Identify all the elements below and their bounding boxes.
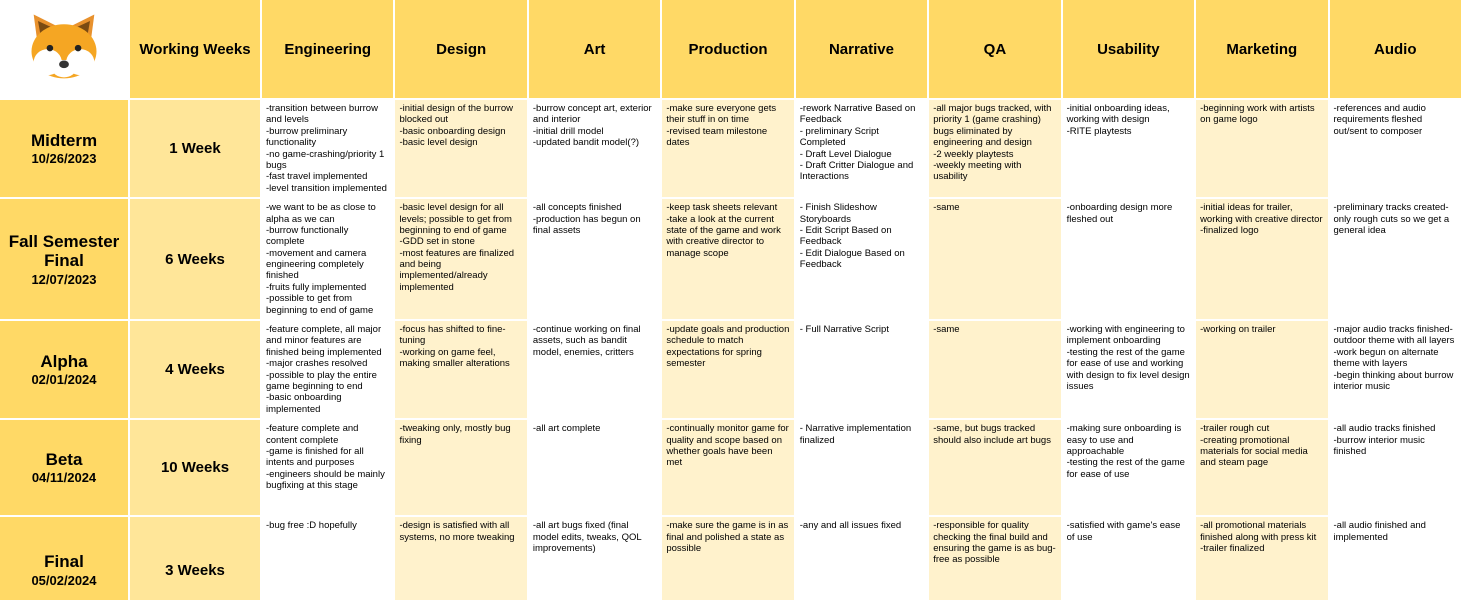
- cell-midterm-qa: -all major bugs tracked, with priority 1…: [929, 100, 1063, 200]
- cell-midterm-usability: -initial onboarding ideas, working with …: [1062, 100, 1197, 200]
- cell-final-production: -make sure the game is in as final and p…: [662, 517, 796, 600]
- row-final: Final 05/02/2024 3 Weeks -bug free :D ho…: [0, 517, 1463, 600]
- milestone-label-final: Final 05/02/2024: [0, 517, 130, 600]
- row-alpha: Alpha 02/01/2024 4 Weeks -feature comple…: [0, 321, 1463, 421]
- row-midterm: Midterm 10/26/2023 1 Week -transition be…: [0, 100, 1463, 200]
- working-weeks-alpha: 4 Weeks: [130, 321, 262, 421]
- cell-alpha-production: -update goals and production schedule to…: [662, 321, 796, 421]
- column-header-production: Production: [662, 0, 796, 100]
- cell-fall-qa: -same: [929, 199, 1063, 322]
- cell-fall-marketing: -initial ideas for trailer, working with…: [1196, 199, 1330, 322]
- cell-final-engineering: -bug free :D hopefully: [262, 517, 396, 600]
- cell-final-narrative: -any and all issues fixed: [795, 517, 930, 600]
- milestone-label-midterm: Midterm 10/26/2023: [0, 100, 130, 200]
- cell-midterm-engineering: -transition between burrow and levels -b…: [262, 100, 396, 200]
- milestone-label-alpha: Alpha 02/01/2024: [0, 321, 130, 421]
- column-header-design: Design: [395, 0, 529, 100]
- working-weeks-beta: 10 Weeks: [130, 420, 262, 518]
- cell-beta-marketing: -trailer rough cut -creating promotional…: [1196, 420, 1330, 518]
- column-header-working-weeks: Working Weeks: [130, 0, 262, 100]
- cell-fall-production: -keep task sheets relevant -take a look …: [662, 199, 796, 322]
- cell-alpha-design: -focus has shifted to fine-tuning -worki…: [395, 321, 529, 421]
- cell-beta-usability: -making sure onboarding is easy to use a…: [1062, 420, 1197, 518]
- working-weeks-fall-semester-final: 6 Weeks: [130, 199, 262, 322]
- cell-alpha-qa: -same: [929, 321, 1063, 421]
- cell-beta-audio: -all audio tracks finished -burrow inter…: [1329, 420, 1463, 518]
- cell-beta-qa: -same, but bugs tracked should also incl…: [929, 420, 1063, 518]
- cell-beta-production: -continually monitor game for quality an…: [662, 420, 796, 518]
- cell-fall-narrative: - Finish Slideshow Storyboards - Edit Sc…: [795, 199, 930, 322]
- row-beta: Beta 04/11/2024 10 Weeks -feature comple…: [0, 420, 1463, 518]
- column-header-audio: Audio: [1329, 0, 1463, 100]
- working-weeks-midterm: 1 Week: [130, 100, 262, 200]
- milestone-name: Beta: [45, 449, 83, 469]
- cell-alpha-art: -continue working on final assets, such …: [528, 321, 663, 421]
- cell-alpha-narrative: - Full Narrative Script: [795, 321, 930, 421]
- cell-final-art: -all art bugs fixed (final model edits, …: [528, 517, 663, 600]
- cell-alpha-audio: -major audio tracks finished- outdoor th…: [1329, 321, 1463, 421]
- cell-final-audio: -all audio finished and implemented: [1329, 517, 1463, 600]
- column-header-art: Art: [528, 0, 663, 100]
- cell-final-design: -design is satisfied with all systems, n…: [395, 517, 529, 600]
- milestone-name: Fall Semester Final: [8, 231, 120, 271]
- column-header-engineering: Engineering: [262, 0, 396, 100]
- cell-beta-narrative: - Narrative implementation finalized: [795, 420, 930, 518]
- column-header-usability: Usability: [1062, 0, 1197, 100]
- cell-midterm-marketing: -beginning work with artists on game log…: [1196, 100, 1330, 200]
- cell-midterm-narrative: -rework Narrative Based on Feedback - pr…: [795, 100, 930, 200]
- milestone-label-beta: Beta 04/11/2024: [0, 420, 130, 518]
- cell-beta-engineering: -feature complete and content complete -…: [262, 420, 396, 518]
- column-header-narrative: Narrative: [795, 0, 930, 100]
- cell-midterm-production: -make sure everyone gets their stuff in …: [662, 100, 796, 200]
- cell-beta-design: -tweaking only, mostly bug fixing: [395, 420, 529, 518]
- cell-final-marketing: -all promotional materials finished alon…: [1196, 517, 1330, 600]
- column-header-marketing: Marketing: [1196, 0, 1330, 100]
- logo-cell: [0, 0, 130, 100]
- milestone-date: 04/11/2024: [31, 470, 97, 486]
- row-fall-semester-final: Fall Semester Final 12/07/2023 6 Weeks -…: [0, 199, 1463, 322]
- cell-midterm-art: -burrow concept art, exterior and interi…: [528, 100, 663, 200]
- working-weeks-final: 3 Weeks: [130, 517, 262, 600]
- cell-fall-art: -all concepts finished -production has b…: [528, 199, 663, 322]
- cell-alpha-usability: -working with engineering to implement o…: [1062, 321, 1197, 421]
- milestone-date: 02/01/2024: [31, 372, 97, 388]
- milestone-date: 10/26/2023: [31, 151, 97, 167]
- cell-final-qa: -responsible for quality checking the fi…: [929, 517, 1063, 600]
- cell-midterm-audio: -references and audio requirements flesh…: [1329, 100, 1463, 200]
- milestone-name: Alpha: [40, 351, 88, 371]
- cell-alpha-marketing: -working on trailer: [1196, 321, 1330, 421]
- cell-fall-usability: -onboarding design more fleshed out: [1062, 199, 1197, 322]
- milestone-date: 12/07/2023: [31, 271, 97, 287]
- cell-midterm-design: -initial design of the burrow blocked ou…: [395, 100, 529, 200]
- cell-alpha-engineering: -feature complete, all major and minor f…: [262, 321, 396, 421]
- milestone-date: 05/02/2024: [31, 572, 97, 588]
- cell-final-usability: -satisfied with game's ease of use: [1062, 517, 1197, 600]
- header-row: Working Weeks Engineering Design Art Pro…: [0, 0, 1463, 100]
- fox-logo-icon: [31, 14, 97, 78]
- milestone-label-fall-semester-final: Fall Semester Final 12/07/2023: [0, 199, 130, 322]
- cell-fall-audio: -preliminary tracks created- only rough …: [1329, 199, 1463, 322]
- milestone-name: Final: [44, 552, 84, 572]
- column-header-qa: QA: [929, 0, 1063, 100]
- cell-fall-engineering: -we want to be as close to alpha as we c…: [262, 199, 396, 322]
- cell-fall-design: -basic level design for all levels; poss…: [395, 199, 529, 322]
- cell-beta-art: -all art complete: [528, 420, 663, 518]
- milestone-name: Midterm: [30, 130, 98, 150]
